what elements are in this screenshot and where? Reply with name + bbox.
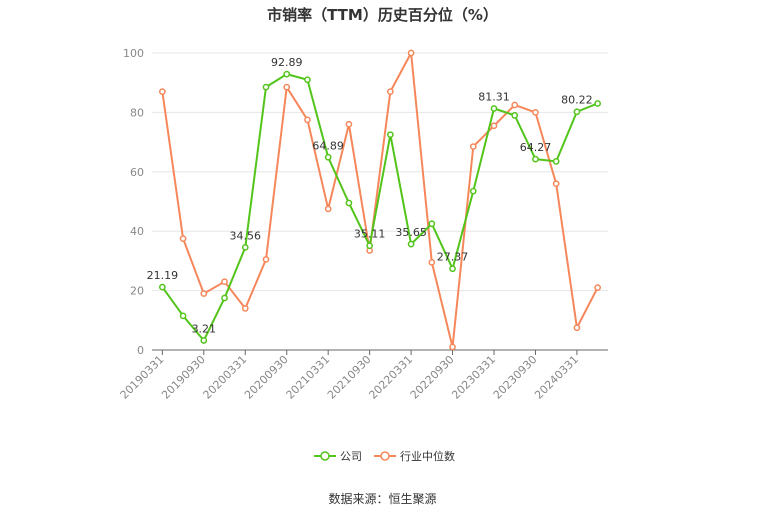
x-tick-label: 20200331 <box>201 353 250 402</box>
data-label: 64.27 <box>520 141 552 154</box>
data-point <box>200 337 208 344</box>
y-tick-label: 20 <box>130 285 144 298</box>
data-point <box>469 143 477 150</box>
data-point <box>594 284 601 291</box>
data-point <box>490 105 498 112</box>
data-label: 92.89 <box>271 56 303 69</box>
data-point <box>449 343 456 351</box>
data-point <box>532 155 539 163</box>
data-point <box>221 278 228 286</box>
data-point <box>511 112 519 119</box>
data-point <box>283 70 291 78</box>
data-label: 35.65 <box>395 226 427 239</box>
data-point <box>573 108 581 116</box>
data-point <box>324 153 332 161</box>
legend-marker-1 <box>380 451 390 461</box>
legend-marker-0 <box>320 451 330 461</box>
y-tick-label: 40 <box>130 225 144 238</box>
data-point <box>262 83 270 91</box>
data-point <box>200 290 208 297</box>
x-tick-label: 20210331 <box>284 353 333 402</box>
data-label: 27.37 <box>437 251 469 264</box>
data-label: 34.56 <box>230 229 262 242</box>
x-tick-label: 20220930 <box>408 353 457 402</box>
x-tick-label: 20190930 <box>159 353 208 402</box>
data-point <box>241 305 249 312</box>
data-label: 35.11 <box>354 228 386 241</box>
y-tick-label: 60 <box>130 166 144 179</box>
data-point <box>262 256 270 263</box>
data-point <box>469 187 477 195</box>
chart-title: 市销率（TTM）历史百分位（%） <box>267 6 498 24</box>
x-tick-label: 20230930 <box>491 353 540 402</box>
data-point <box>552 158 560 165</box>
data-point <box>179 312 187 320</box>
x-tick-label: 20240331 <box>532 353 581 402</box>
data-point <box>159 283 166 291</box>
data-point <box>532 109 539 116</box>
data-point <box>428 220 436 228</box>
data-label: 3.21 <box>192 322 217 335</box>
data-point <box>324 205 332 213</box>
data-point <box>552 180 560 188</box>
data-point <box>366 242 373 250</box>
data-point <box>159 88 166 95</box>
data-point <box>283 83 291 91</box>
data-point <box>387 88 394 95</box>
y-tick-label: 100 <box>123 47 144 60</box>
legend-label: 公司 <box>340 450 362 463</box>
y-tick-label: 80 <box>130 106 144 119</box>
data-point <box>490 122 498 130</box>
x-tick-label: 20220331 <box>366 353 415 402</box>
data-point <box>387 131 394 139</box>
data-point <box>345 199 353 207</box>
x-tick-label: 20200930 <box>242 353 291 402</box>
data-point <box>449 265 456 273</box>
series-line-0 <box>161 73 599 342</box>
data-point <box>304 116 311 124</box>
data-point <box>241 244 249 251</box>
data-label: 64.89 <box>312 139 344 152</box>
data-point <box>179 235 187 242</box>
data-point <box>428 259 436 266</box>
data-label: 81.31 <box>478 91 510 104</box>
x-tick-label: 20210930 <box>325 353 374 402</box>
x-tick-label: 20190331 <box>118 353 167 402</box>
x-tick-label: 20230331 <box>449 353 498 402</box>
data-point <box>304 76 311 84</box>
data-point <box>594 100 601 107</box>
data-point <box>345 120 353 128</box>
data-point <box>221 294 228 302</box>
y-tick-label: 0 <box>137 344 144 357</box>
series-line-1 <box>161 52 599 349</box>
data-point <box>511 101 519 109</box>
legend-label: 行业中位数 <box>400 449 455 463</box>
data-point <box>573 324 581 332</box>
data-label: 80.22 <box>561 94 593 107</box>
data-label: 21.19 <box>147 269 179 282</box>
data-point <box>407 49 415 57</box>
data-source: 数据来源：恒生聚源 <box>328 492 437 506</box>
data-point <box>407 240 415 248</box>
